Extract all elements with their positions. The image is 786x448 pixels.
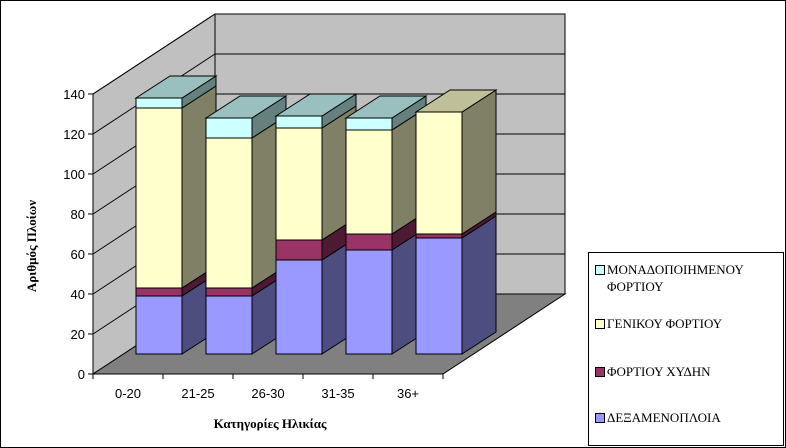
- x-tick-label: 0-20: [115, 386, 141, 401]
- y-tick-label: 40: [71, 287, 85, 302]
- bar-segment: [205, 115, 287, 289]
- legend: ΜΟΝΑΔΟΠΟΙΗΜΕΝΟΥ ΦΟΡΤΙΟΥ ΓΕΝΙΚΟΥ ΦΟΡΤΙΟΥ ΦΟ…: [588, 252, 784, 446]
- legend-label: ΦΟΡΤΙΟΥ ΧΥΔΗΝ: [607, 364, 711, 379]
- x-axis: 0-20 21-25 26-30 31-35 36+: [92, 373, 444, 401]
- bar-front: [135, 287, 183, 297]
- bar-front: [135, 295, 183, 355]
- bar-top: [134, 75, 218, 99]
- bar-front: [415, 111, 463, 235]
- gridline: [92, 13, 565, 95]
- legend-swatch: [595, 413, 605, 423]
- bar-front: [135, 107, 183, 289]
- bar-front: [275, 127, 323, 241]
- bar-side: [461, 89, 497, 235]
- bar-top: [414, 89, 498, 113]
- bar-top: [274, 93, 358, 117]
- y-tick-label: 140: [63, 87, 85, 102]
- x-tick-label: 26-30: [251, 386, 284, 401]
- legend-label: ΓΕΝΙΚΟΥ ΦΟΡΤΙΟΥ: [607, 316, 723, 331]
- x-axis-label: Κατηγορίες Ηλικίας: [214, 416, 327, 431]
- y-tick-label: 80: [71, 207, 85, 222]
- y-axis-label: Αριθμός Πλοίων: [24, 199, 39, 293]
- bar-front: [345, 249, 393, 355]
- gridline: [92, 53, 565, 135]
- y-axis: 0 20 40 60 80 100 120 140: [63, 87, 94, 382]
- y-tick-label: 0: [78, 367, 85, 382]
- x-tick-label: 36+: [397, 386, 419, 401]
- x-tick-label: 31-35: [321, 386, 354, 401]
- bar-front: [275, 239, 323, 261]
- bar-top: [204, 95, 288, 119]
- bar-front: [205, 137, 253, 289]
- legend-swatch: [595, 319, 605, 329]
- bar-front: [415, 233, 463, 239]
- y-tick-label: 100: [63, 167, 85, 182]
- bar-front: [275, 115, 323, 129]
- y-tick-label: 60: [71, 247, 85, 262]
- legend-swatch: [595, 265, 605, 275]
- bar-front: [415, 237, 463, 355]
- bars: [134, 75, 498, 355]
- bar-front: [275, 259, 323, 355]
- bar-front: [205, 295, 253, 355]
- bar-side: [461, 215, 497, 355]
- bar-front: [345, 129, 393, 235]
- legend-swatch: [595, 367, 605, 377]
- bar-front: [205, 117, 253, 139]
- y-tick-label: 20: [71, 327, 85, 342]
- bar-segment: [415, 215, 497, 355]
- legend-label: ΜΟΝΑΔΟΠΟΙΗΜΕΝΟΥ ΦΟΡΤΙΟΥ: [607, 262, 744, 294]
- bar-front: [135, 97, 183, 109]
- y-tick-label: 120: [63, 127, 85, 142]
- bar-top: [344, 95, 428, 119]
- bar-front: [345, 233, 393, 251]
- bar-segment: [135, 85, 217, 289]
- bar-segment: [275, 93, 357, 129]
- x-tick-label: 21-25: [181, 386, 214, 401]
- bar-front: [345, 117, 393, 131]
- legend-label: ΔΕΞΑΜΕΝΟΠΛΟΙΑ: [607, 410, 721, 425]
- bar-front: [205, 287, 253, 297]
- bar-segment: [415, 89, 497, 235]
